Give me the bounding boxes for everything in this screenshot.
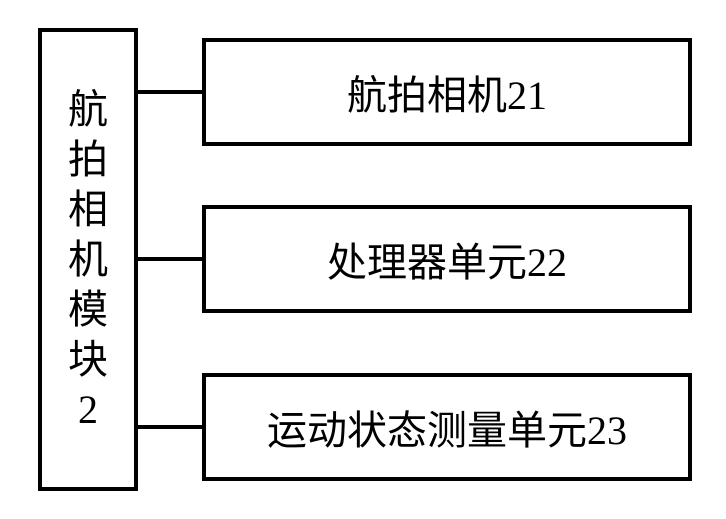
child-label: 航拍相机21: [347, 63, 547, 121]
child-node-box-3: 运动状态测量单元23: [202, 373, 692, 481]
parent-char: 块: [68, 335, 108, 385]
block-diagram: 航 拍 相 机 模 块 2 航拍相机21 处理器单元22 运动状态测量单元23: [38, 28, 698, 491]
child-label: 处理器单元22: [327, 230, 567, 288]
connector-1: [138, 90, 202, 94]
connector-3: [138, 425, 202, 429]
parent-char: 相: [68, 185, 108, 235]
parent-char: 航: [68, 85, 108, 135]
child-node-box-2: 处理器单元22: [202, 205, 692, 313]
child-label: 运动状态测量单元23: [267, 398, 627, 456]
parent-char: 机: [68, 235, 108, 285]
parent-char: 拍: [68, 135, 108, 185]
parent-node-box: 航 拍 相 机 模 块 2: [38, 28, 138, 491]
parent-char: 2: [78, 385, 98, 435]
connector-2: [138, 257, 202, 261]
parent-char: 模: [68, 285, 108, 335]
child-node-box-1: 航拍相机21: [202, 38, 692, 146]
